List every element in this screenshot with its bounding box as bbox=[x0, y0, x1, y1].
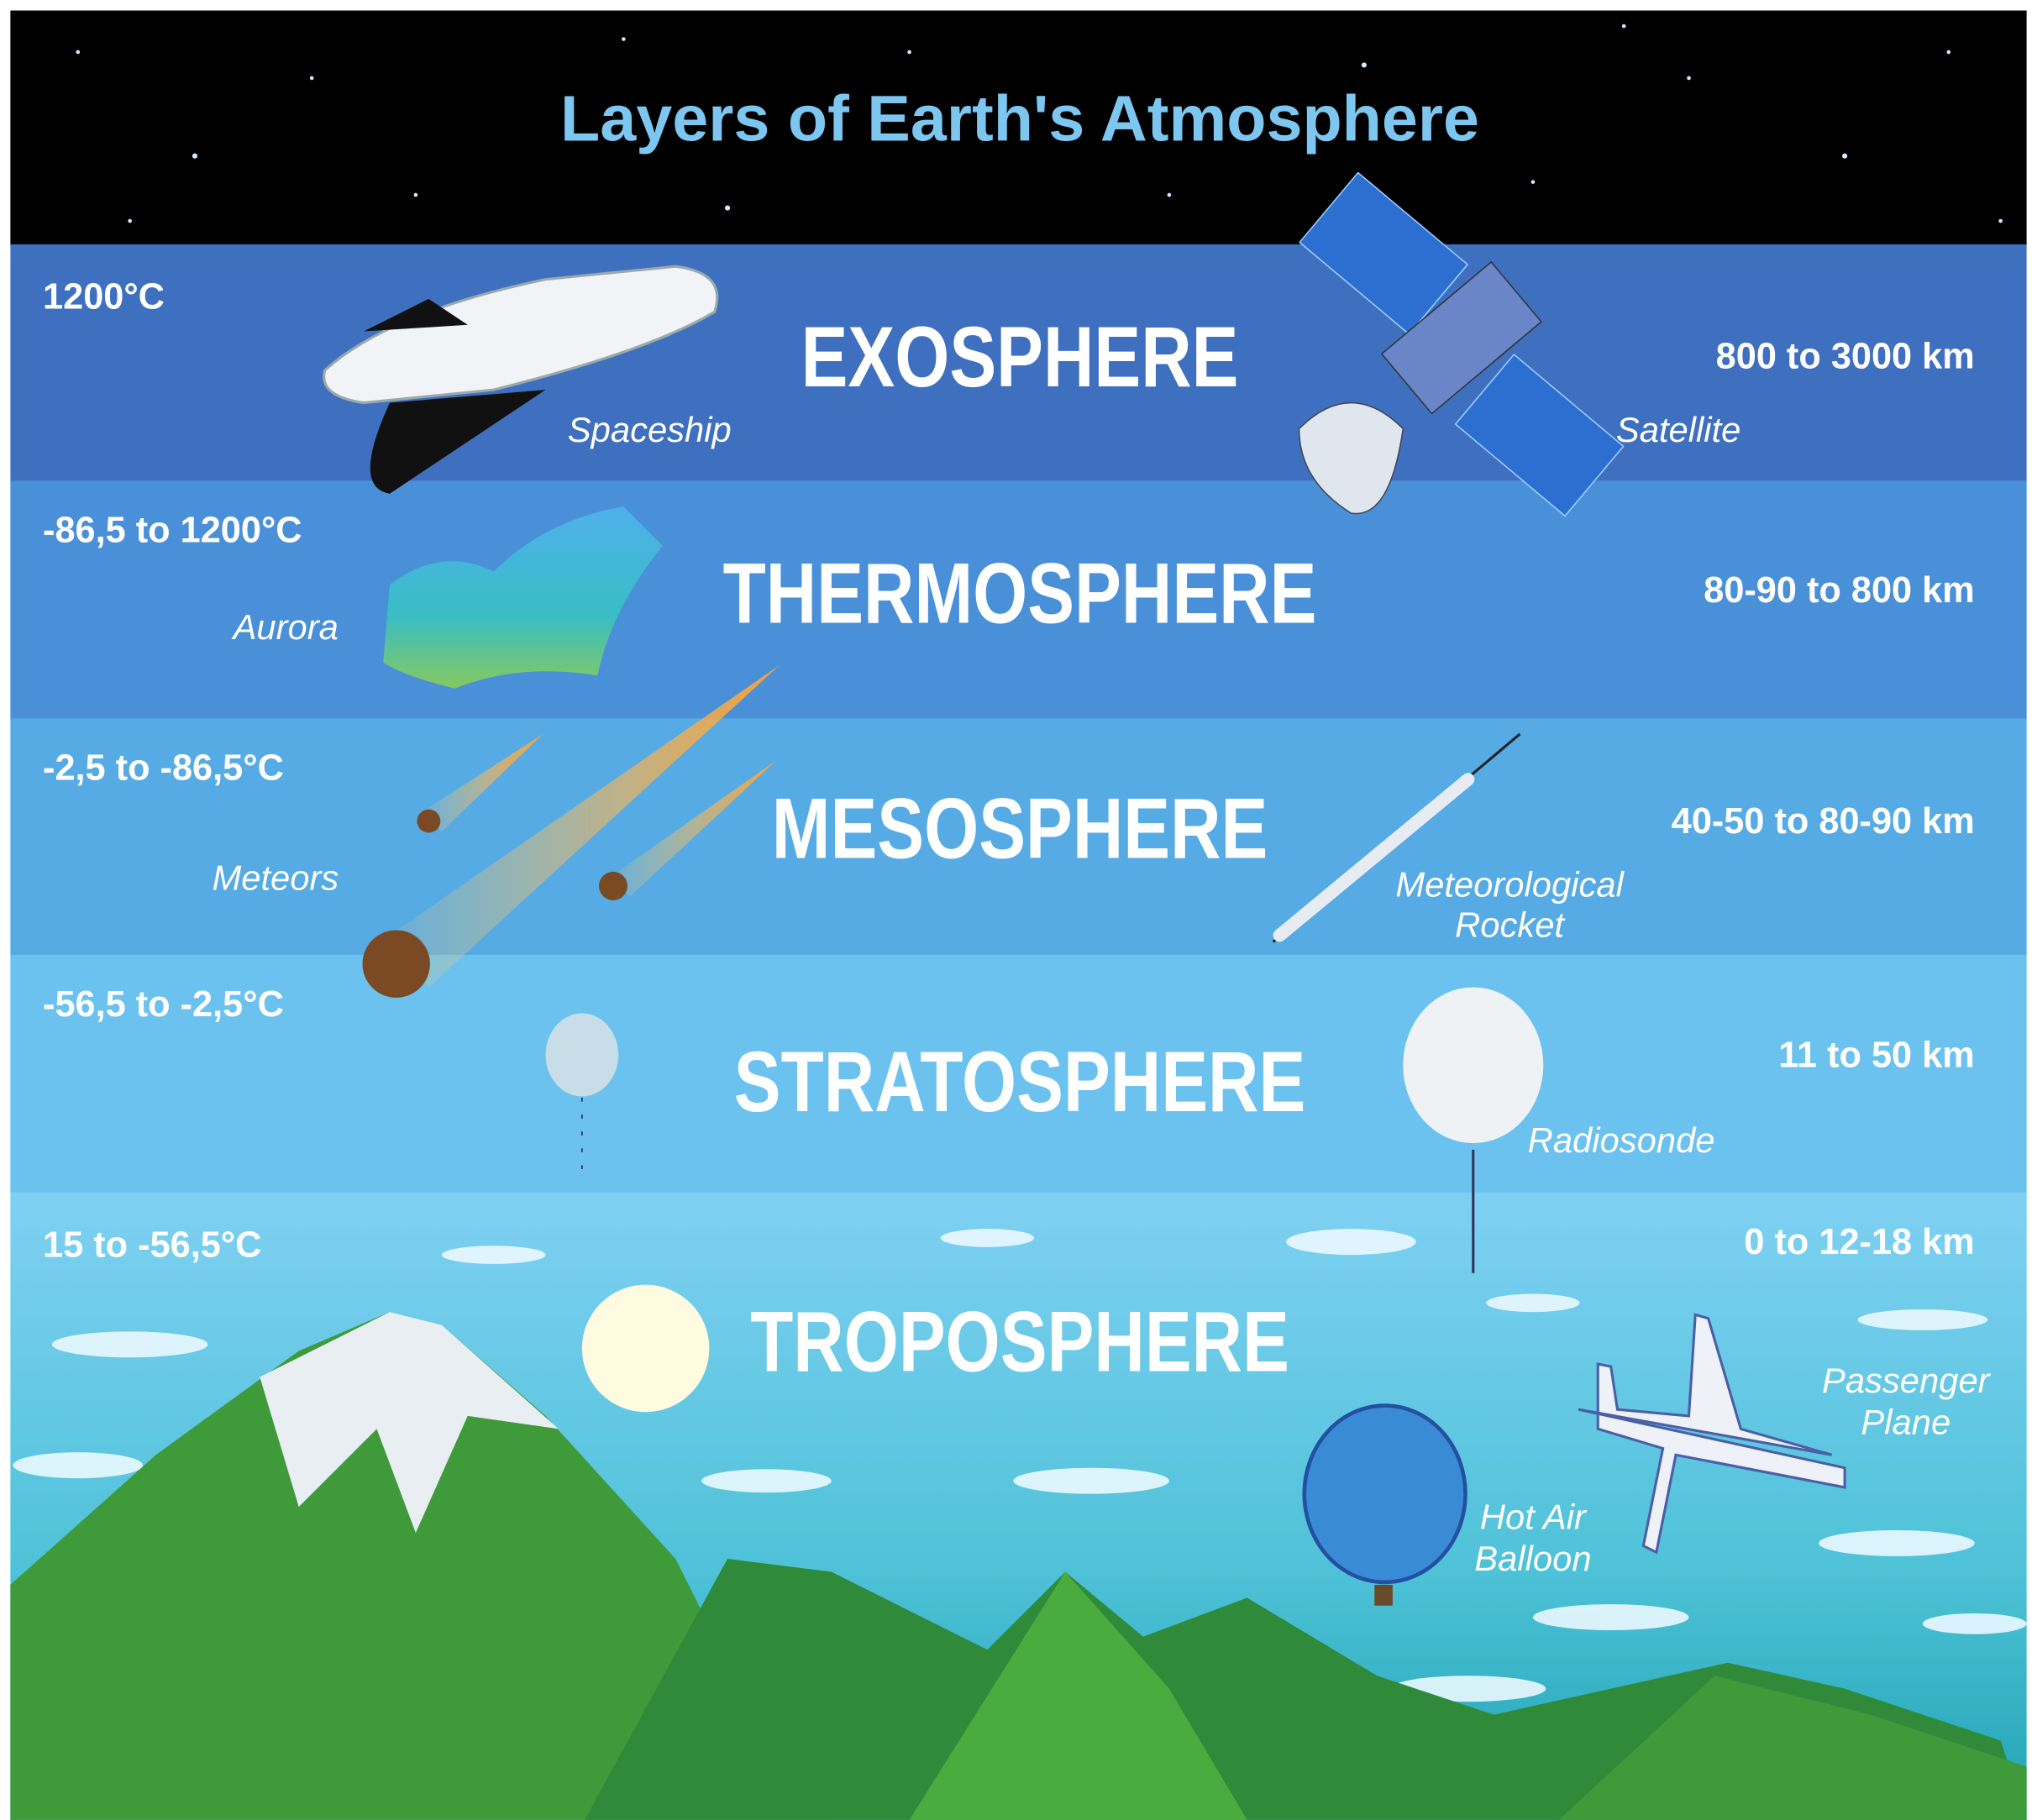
altitude: 11 to 50 km bbox=[1778, 1035, 1974, 1075]
sun bbox=[582, 1285, 710, 1413]
layer-name: MESOSPHERE bbox=[772, 781, 1268, 877]
temperature: -86,5 to 1200°C bbox=[43, 511, 302, 551]
shape bbox=[128, 219, 132, 223]
title: Layers of Earth's Atmosphere bbox=[560, 82, 1479, 155]
item-label: Meteors bbox=[212, 858, 339, 898]
shape bbox=[1858, 1309, 1988, 1330]
shape bbox=[1533, 1604, 1689, 1630]
item-label: Satellite bbox=[1616, 410, 1741, 449]
shape bbox=[442, 1246, 546, 1264]
shape bbox=[1819, 1530, 1975, 1556]
item-label: Aurora bbox=[231, 607, 339, 647]
layer-name: EXOSPHERE bbox=[801, 309, 1239, 405]
shape bbox=[1998, 219, 2003, 223]
temperature: 1200°C bbox=[43, 276, 165, 317]
shape bbox=[941, 1229, 1034, 1247]
shape bbox=[362, 930, 429, 997]
shape bbox=[1286, 1229, 1416, 1255]
infographic: Layers of Earth's Atmosphere EXOSPHERE 1… bbox=[0, 0, 2037, 1820]
shape bbox=[1947, 50, 1951, 55]
shape bbox=[1168, 193, 1172, 197]
shape bbox=[725, 205, 730, 210]
shape bbox=[1622, 24, 1626, 29]
shape bbox=[907, 50, 911, 55]
shape bbox=[417, 810, 440, 833]
item-label: Rocket bbox=[1455, 905, 1566, 944]
shape bbox=[622, 37, 626, 41]
shape bbox=[1305, 1406, 1466, 1582]
item-label: Radiosonde bbox=[1528, 1120, 1715, 1160]
shape bbox=[1486, 1294, 1579, 1313]
temperature: -56,5 to -2,5°C bbox=[43, 984, 284, 1025]
item-label: Passenger bbox=[1822, 1361, 1992, 1400]
shape bbox=[52, 1331, 208, 1357]
altitude: 80-90 to 800 km bbox=[1704, 570, 1975, 611]
shape bbox=[76, 50, 80, 55]
shape bbox=[414, 193, 418, 197]
altitude: 40-50 to 80-90 km bbox=[1672, 801, 1975, 842]
shape bbox=[192, 154, 197, 159]
shape bbox=[1531, 180, 1536, 184]
layer-name: STRATOSPHERE bbox=[734, 1034, 1305, 1130]
shape bbox=[1923, 1613, 2027, 1634]
item-label: Meteorological bbox=[1395, 864, 1625, 904]
temperature: -2,5 to -86,5°C bbox=[43, 748, 284, 789]
layer-name: TROPOSPHERE bbox=[750, 1294, 1289, 1390]
item-label: Balloon bbox=[1474, 1539, 1591, 1578]
page: Layers of Earth's Atmosphere EXOSPHERE 1… bbox=[0, 0, 2037, 1820]
altitude: 800 to 3000 km bbox=[1716, 336, 1975, 376]
shape bbox=[310, 76, 314, 81]
shape bbox=[1362, 62, 1367, 67]
shape bbox=[1687, 76, 1691, 81]
shape bbox=[546, 1013, 619, 1096]
item-label: Spaceship bbox=[568, 410, 732, 449]
shape bbox=[1403, 988, 1543, 1144]
item-label: Hot Air bbox=[1480, 1497, 1588, 1537]
altitude: 0 to 12-18 km bbox=[1744, 1222, 1974, 1262]
shape bbox=[599, 872, 627, 900]
shape bbox=[13, 1452, 143, 1478]
shape bbox=[1842, 154, 1847, 159]
shape bbox=[1013, 1468, 1169, 1494]
layer-name: THERMOSPHERE bbox=[723, 546, 1317, 642]
temperature: 15 to -56,5°C bbox=[43, 1225, 261, 1265]
shape bbox=[1374, 1585, 1393, 1606]
item-label: Plane bbox=[1861, 1403, 1950, 1442]
shape bbox=[701, 1469, 832, 1492]
